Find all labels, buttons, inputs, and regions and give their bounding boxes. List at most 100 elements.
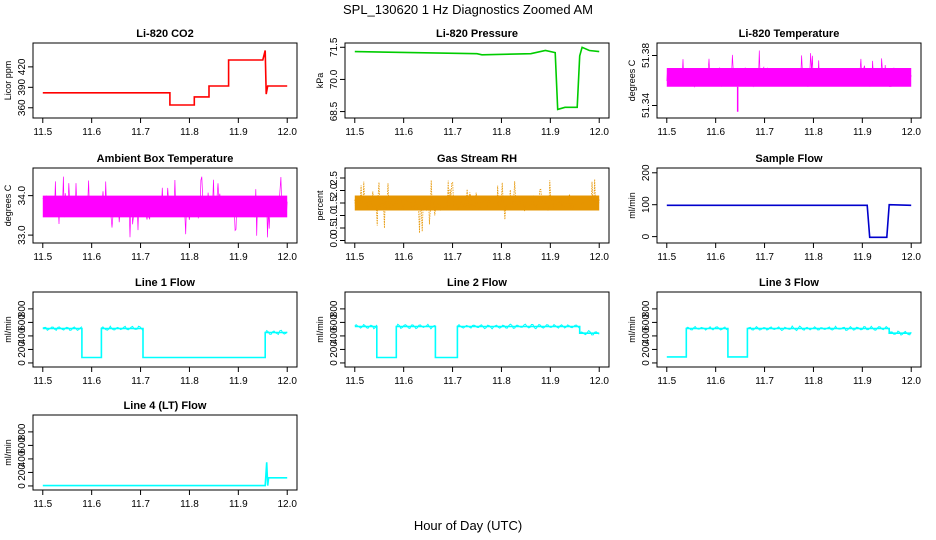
x-tick-label: 11.9 — [853, 127, 872, 138]
y-tick-label: 400 — [329, 327, 340, 344]
y-tick-label: 71.5 — [329, 37, 340, 57]
series-line — [666, 203, 912, 239]
y-axis-label: degrees C — [627, 59, 637, 101]
x-tick-label: 11.6 — [706, 252, 725, 263]
x-tick-label: 11.8 — [492, 127, 511, 138]
x-tick-label: 11.8 — [492, 376, 511, 387]
y-axis-label: ml/min — [627, 192, 637, 219]
x-tick-label: 11.9 — [229, 127, 248, 138]
series-line — [666, 327, 912, 358]
y-tick-label: 34.0 — [17, 185, 28, 205]
panel-title: Li-820 Temperature — [739, 28, 840, 40]
panel-9: Line 3 Flow 11.5 11.6 11.7 11.8 11.9 12.0 0 2004… — [627, 277, 922, 387]
plot-frame — [32, 291, 298, 368]
x-tick-label: 11.5 — [33, 376, 52, 387]
series-line — [666, 50, 912, 88]
x-tick-label: 11.9 — [229, 252, 248, 263]
series-data — [354, 179, 600, 234]
x-tick-label: 11.9 — [541, 252, 560, 263]
x-tick-label: 11.9 — [853, 376, 872, 387]
x-tick-label: 11.5 — [345, 127, 364, 138]
x-tick-label: 11.8 — [180, 376, 199, 387]
series-data — [354, 323, 600, 359]
x-tick-label: 12.0 — [277, 252, 297, 263]
x-tick-label: 12.0 — [589, 127, 609, 138]
y-axis-label: ml/min — [3, 439, 13, 466]
series-data — [42, 325, 288, 359]
series-noise — [686, 325, 729, 331]
series-data — [42, 176, 288, 238]
y-tick-label: 600 — [17, 437, 28, 454]
x-tick-label: 11.5 — [657, 376, 676, 387]
y-tick-label: 420 — [17, 58, 28, 75]
y-tick-label: 68.5 — [329, 101, 340, 121]
y-tick-label: 800 — [17, 423, 28, 440]
x-tick-label: 11.9 — [853, 252, 872, 263]
panel-6: Sample Flow 11.5 11.6 11.7 11.8 11.9 12.0 0 100 2… — [627, 153, 922, 263]
plot-frame — [344, 291, 610, 368]
x-tick-label: 11.5 — [657, 127, 676, 138]
y-tick-label: 0 — [641, 360, 652, 366]
y-tick-label: 33.0 — [17, 225, 28, 245]
x-tick-label: 12.0 — [901, 252, 921, 263]
x-tick-label: 11.6 — [394, 127, 413, 138]
y-tick-label: 390 — [17, 79, 28, 96]
y-tick-label: 800 — [329, 300, 340, 317]
main-title: SPL_130620 1 Hz Diagnostics Zoomed AM — [342, 2, 594, 17]
panel-3: Li-820 Temperature 11.5 11.6 11.7 11.8 11.9 12… — [627, 28, 922, 138]
x-tick-label: 12.0 — [589, 252, 609, 263]
panel-title: Gas Stream RH — [437, 153, 517, 165]
series-noise — [747, 325, 890, 332]
y-tick-label: 200 — [17, 464, 28, 481]
plot-frame — [32, 414, 298, 491]
x-tick-label: 11.9 — [229, 499, 248, 510]
x-tick-label: 11.7 — [131, 376, 150, 387]
x-tick-label: 11.6 — [82, 252, 101, 263]
panel-1: Li-820 CO2 11.5 11.6 11.7 11.8 11.9 12.0 360 390… — [3, 28, 298, 138]
series-data — [42, 50, 288, 106]
y-tick-label: 1.5 — [329, 196, 340, 210]
x-tick-label: 11.8 — [804, 127, 823, 138]
plot-frame — [656, 167, 922, 244]
panel-title: Line 3 Flow — [759, 277, 819, 289]
y-tick-label: 400 — [17, 327, 28, 344]
series-line — [42, 327, 288, 359]
panel-title: Line 1 Flow — [135, 277, 195, 289]
y-tick-label: 51.34 — [641, 93, 652, 118]
x-tick-label: 11.5 — [657, 252, 676, 263]
series-line — [354, 325, 600, 359]
x-tick-label: 11.5 — [345, 252, 364, 263]
y-tick-label: 100 — [641, 196, 652, 213]
y-tick-label: 200 — [17, 341, 28, 358]
panel-title: Li-820 CO2 — [136, 28, 193, 40]
y-axis-label: Licor ppm — [3, 61, 13, 101]
panel-7: Line 1 Flow 11.5 11.6 11.7 11.8 11.9 12.0 0 2004… — [3, 277, 298, 387]
y-tick-label: 800 — [641, 300, 652, 317]
panel-4: Ambient Box Temperature 11.5 11.6 11.7 11.8 1… — [3, 153, 298, 263]
y-tick-label: 2.5 — [329, 171, 340, 185]
x-tick-label: 11.5 — [33, 127, 52, 138]
y-tick-label: 0 — [329, 360, 340, 366]
x-tick-label: 11.7 — [443, 376, 462, 387]
x-tick-label: 11.6 — [394, 376, 413, 387]
panel-10: Line 4 (LT) Flow 11.5 11.6 11.7 11.8 11.9 12.0… — [3, 400, 298, 510]
x-tick-label: 11.8 — [180, 499, 199, 510]
panel-5: Gas Stream RH 11.5 11.6 11.7 11.8 11.9 12.0 0.0… — [315, 153, 610, 263]
x-tick-label: 11.7 — [755, 376, 774, 387]
x-tick-label: 11.8 — [180, 252, 199, 263]
plot-frame — [656, 42, 922, 119]
series-noise — [395, 323, 436, 330]
x-tick-label: 11.8 — [180, 127, 199, 138]
x-tick-label: 11.8 — [804, 376, 823, 387]
x-tick-label: 11.7 — [131, 252, 150, 263]
x-tick-label: 12.0 — [589, 376, 609, 387]
series-data — [42, 462, 288, 487]
x-tick-label: 11.9 — [229, 376, 248, 387]
y-axis-label: degrees C — [3, 184, 13, 226]
series-data — [354, 46, 600, 111]
x-tick-label: 11.7 — [443, 252, 462, 263]
series-noise — [457, 323, 581, 330]
plot-frame — [344, 42, 610, 119]
y-tick-label: 0.0 — [329, 233, 340, 247]
x-tick-label: 11.6 — [82, 499, 101, 510]
